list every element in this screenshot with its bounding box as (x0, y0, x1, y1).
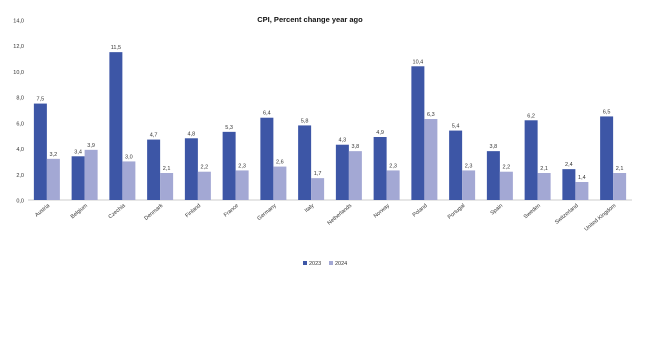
x-tick-label: Belgium (70, 203, 89, 221)
x-tick-label: Finland (184, 203, 202, 219)
x-tick-label: Switzerland (554, 203, 580, 226)
y-axis: 0,0 2,0 4,0 6,0 8,0 10,0 12,0 14,0 (13, 19, 24, 205)
bar-2023 (600, 116, 614, 200)
x-tick-label: Spain (490, 203, 505, 217)
bar-2023 (411, 66, 425, 201)
data-label-2023: 6,2 (527, 113, 535, 119)
data-label-2023: 5,3 (225, 125, 233, 131)
data-label-2023: 3,8 (490, 144, 498, 150)
data-label-2023: 4,3 (339, 138, 347, 144)
data-label-2024: 2,3 (389, 163, 397, 169)
bar-2023 (335, 144, 349, 200)
data-label-2024: 2,1 (540, 166, 548, 172)
data-label-2024: 2,1 (616, 166, 624, 172)
data-label-2024: 3,2 (50, 152, 58, 158)
bar-2024 (537, 173, 551, 200)
x-tick-label: Poland (412, 203, 429, 219)
data-label-2024: 1,7 (314, 171, 322, 177)
bar-2023 (524, 120, 538, 200)
bar-2024 (122, 161, 136, 200)
bar-2023 (222, 131, 236, 200)
bar-2023 (147, 139, 161, 200)
legend-swatch-2024 (329, 261, 333, 265)
bar-2023 (109, 52, 123, 201)
data-label-2023: 5,4 (452, 124, 460, 130)
data-label-2024: 2,3 (238, 163, 246, 169)
legend-label-2023: 2023 (309, 261, 321, 267)
bar-2024 (575, 182, 589, 200)
data-label-2023: 4,9 (376, 130, 384, 136)
y-tick-label: 4,0 (16, 147, 24, 153)
y-tick-label: 2,0 (16, 173, 24, 179)
bar-2024 (348, 151, 362, 200)
bar-2024 (499, 171, 513, 200)
bar-2023 (449, 130, 463, 200)
data-label-2023: 6,4 (263, 111, 271, 117)
data-label-2023: 2,4 (565, 162, 573, 168)
bar-2023 (33, 103, 47, 200)
x-tick-label: Norway (373, 203, 391, 220)
y-tick-label: 0,0 (16, 199, 24, 205)
data-label-2023: 4,8 (188, 131, 196, 137)
data-label-2023: 6,5 (603, 109, 611, 115)
bar-2024 (84, 149, 98, 200)
x-tick-label: Germany (256, 203, 277, 222)
data-label-2024: 3,0 (125, 154, 133, 160)
data-label-2024: 3,9 (87, 143, 95, 149)
bar-2024 (386, 170, 400, 200)
data-label-2023: 7,5 (37, 97, 45, 103)
data-label-2024: 6,3 (427, 112, 435, 118)
bar-2024 (613, 173, 627, 200)
bar-2023 (298, 125, 312, 200)
data-label-2023: 4,7 (150, 133, 158, 139)
legend-swatch-2023 (303, 261, 307, 265)
bars: 7,5 3,2 3,4 3,9 11,5 3,0 4,7 2,1 4,8 2,2 5,3 2,3 6,4… (33, 45, 627, 201)
data-label-2024: 1,4 (578, 175, 586, 181)
x-tick-label: Portugal (447, 203, 467, 221)
data-label-2024: 2,2 (201, 165, 209, 171)
bar-2024 (462, 170, 476, 200)
data-label-2023: 5,8 (301, 118, 309, 124)
x-tick-label: France (223, 203, 240, 219)
y-tick-label: 10,0 (13, 70, 24, 76)
x-tick-label: United Kingdom (584, 203, 618, 233)
x-tick-label: Italy (304, 203, 316, 214)
x-tick-label: Czechia (108, 202, 128, 220)
chart-title: CPI, Percent change year ago (257, 15, 363, 24)
bar-2023 (373, 137, 387, 200)
y-tick-label: 12,0 (13, 44, 24, 50)
data-label-2023: 11,5 (111, 45, 121, 51)
bar-2023 (184, 138, 198, 200)
data-label-2024: 2,2 (503, 165, 511, 171)
data-label-2023: 3,4 (74, 149, 82, 155)
bar-2024 (197, 171, 211, 200)
bar-2024 (424, 119, 438, 200)
data-label-2024: 2,6 (276, 160, 284, 166)
y-tick-label: 6,0 (16, 121, 24, 127)
x-axis: Austria Belgium Czechia Denmark Finland Franc… (28, 199, 632, 233)
data-label-2024: 2,1 (163, 166, 171, 172)
data-label-2024: 2,3 (465, 163, 473, 169)
y-tick-label: 8,0 (16, 96, 24, 102)
bar-2024 (46, 158, 60, 200)
bar-2024 (160, 173, 174, 200)
bar-2024 (311, 178, 325, 200)
y-tick-label: 14,0 (13, 19, 24, 25)
bar-2023 (260, 117, 274, 200)
x-tick-label: Sweden (523, 203, 542, 220)
bar-2023 (71, 156, 85, 200)
data-label-2023: 10,4 (413, 59, 424, 65)
x-tick-label: Austria (34, 202, 52, 218)
legend-label-2024: 2024 (335, 261, 347, 267)
bar-2023 (562, 169, 576, 200)
data-label-2024: 3,8 (352, 144, 360, 150)
legend: 2023 2024 (303, 261, 347, 267)
bar-2024 (235, 170, 249, 200)
bar-2024 (273, 166, 287, 200)
x-tick-label: Netherlands (327, 203, 354, 227)
x-tick-label: Denmark (143, 203, 164, 222)
bar-2023 (486, 151, 500, 200)
